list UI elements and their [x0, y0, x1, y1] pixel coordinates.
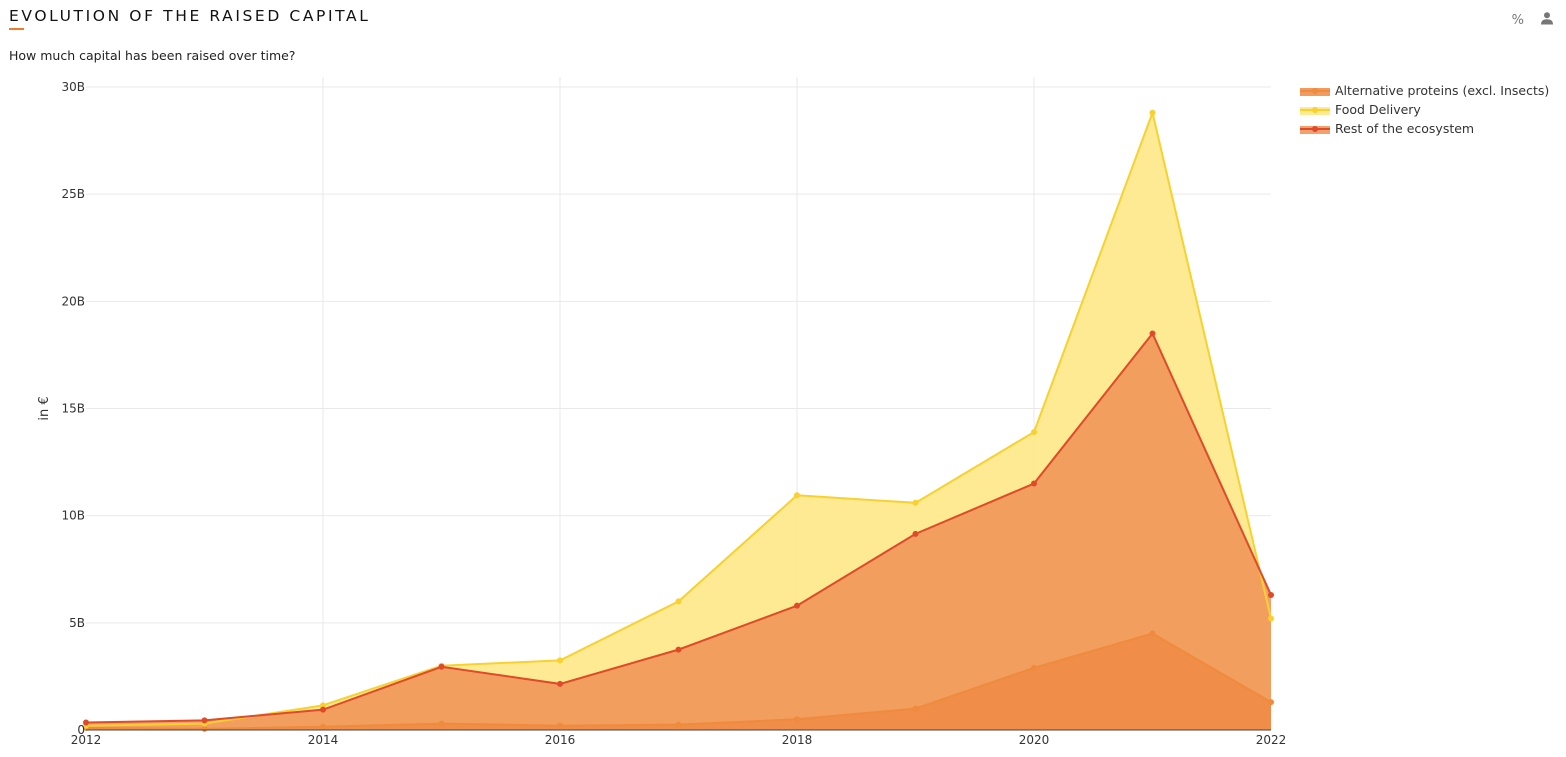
top-toolbar: %: [1512, 11, 1554, 29]
percent-toggle-button[interactable]: %: [1511, 12, 1524, 28]
legend-item[interactable]: Food Delivery: [1300, 102, 1421, 117]
point-rest: [201, 717, 208, 724]
areas: [86, 112, 1271, 731]
point-rest: [1268, 591, 1274, 598]
chart-subtitle: How much capital has been raised over ti…: [9, 48, 296, 63]
y-tick-label: 10B: [61, 509, 85, 523]
x-tick-label: 2022: [1256, 733, 1287, 747]
legend-marker: [1312, 126, 1318, 132]
point-rest: [912, 530, 919, 537]
point-alt: [438, 720, 445, 727]
area-rest: [86, 333, 1271, 730]
point-food: [557, 657, 563, 664]
point-food: [1268, 615, 1274, 622]
title-accent-bar: [9, 28, 24, 30]
y-tick-label: 30B: [61, 80, 85, 94]
point-rest: [83, 719, 89, 726]
series-points: [83, 109, 1274, 732]
point-food: [1031, 429, 1037, 436]
y-axis-label: in €: [37, 396, 52, 420]
point-rest: [1031, 480, 1037, 487]
point-food: [794, 492, 800, 499]
y-tick-label: 15B: [61, 402, 85, 416]
legend-label: Rest of the ecosystem: [1335, 121, 1474, 136]
user-icon[interactable]: [1540, 11, 1554, 29]
point-alt: [557, 722, 563, 729]
axes: 0 5B 10B 15B 20B 25B 30B 2012 2014 2016 2018 2020 20…: [61, 80, 1286, 747]
point-alt: [1149, 630, 1156, 637]
legend-item[interactable]: Rest of the ecosystem: [1300, 121, 1474, 136]
point-alt: [201, 725, 208, 732]
y-tick-label: 5B: [69, 616, 85, 630]
x-tick-label: 2016: [545, 733, 576, 747]
area-alt: [86, 633, 1271, 730]
point-rest: [320, 706, 326, 713]
legend-label: Food Delivery: [1335, 102, 1421, 117]
x-tick-label: 2020: [1019, 733, 1050, 747]
point-alt: [1268, 699, 1274, 706]
legend: Alternative proteins (excl. Insects) Food…: [1300, 83, 1549, 136]
point-alt: [320, 723, 326, 730]
x-tick-label: 2012: [71, 733, 102, 747]
x-tick-label: 2018: [782, 733, 813, 747]
x-tick-label: 2014: [308, 733, 339, 747]
y-tick-label: 0: [77, 723, 85, 737]
point-food: [675, 598, 682, 605]
legend-label: Alternative proteins (excl. Insects): [1335, 83, 1549, 98]
chart-title: EVOLUTION OF THE RAISED CAPITAL: [9, 7, 371, 25]
point-food: [1149, 109, 1156, 116]
y-tick-label: 25B: [61, 187, 85, 201]
legend-marker: [1312, 107, 1318, 113]
legend-item[interactable]: Alternative proteins (excl. Insects): [1300, 83, 1549, 98]
point-alt: [1031, 664, 1037, 671]
point-rest: [438, 663, 445, 670]
point-alt: [794, 716, 800, 723]
legend-marker: [1312, 88, 1318, 94]
y-tick-label: 20B: [61, 294, 85, 308]
point-rest: [557, 680, 563, 687]
point-alt: [675, 721, 682, 728]
point-rest: [1149, 330, 1156, 337]
point-food: [320, 702, 326, 709]
point-rest: [675, 646, 682, 653]
point-rest: [794, 602, 800, 609]
point-food: [912, 499, 919, 506]
point-alt: [912, 705, 919, 712]
